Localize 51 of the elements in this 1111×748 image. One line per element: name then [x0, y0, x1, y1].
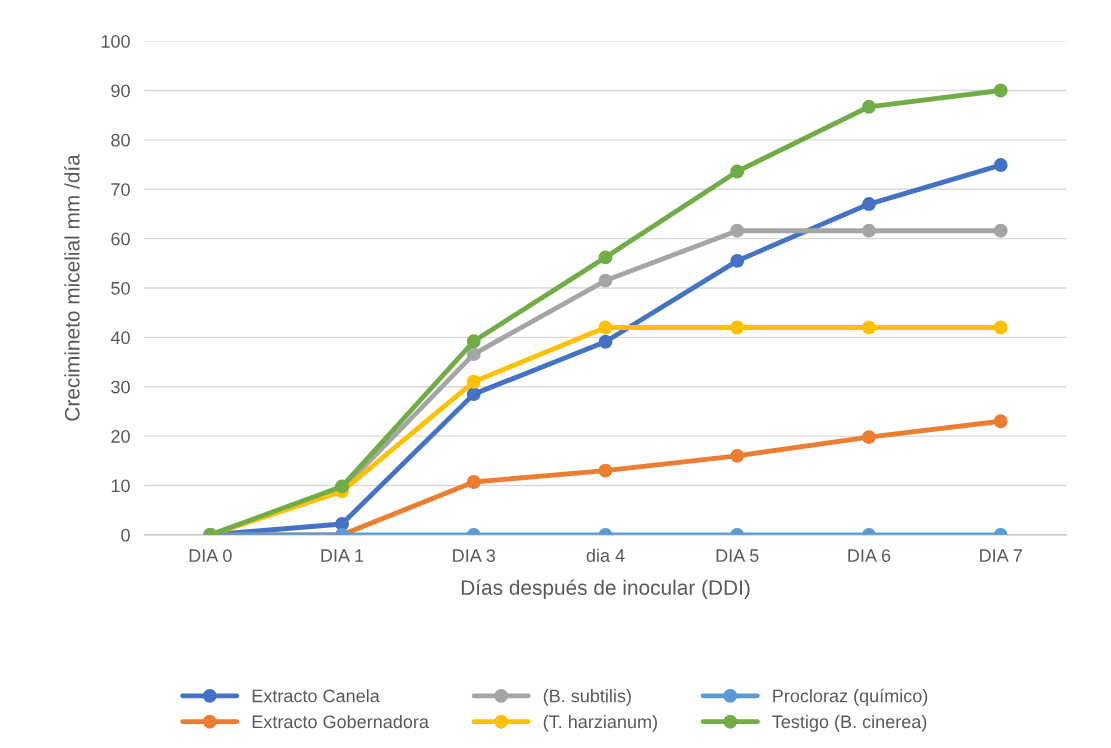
point: [598, 334, 613, 349]
point: [993, 83, 1008, 98]
y-tick-label: 90: [111, 84, 130, 98]
legend-label: Extracto Canela: [252, 689, 380, 703]
point: [466, 374, 481, 389]
point: [466, 334, 481, 349]
legend-label: (T. harzianum): [543, 714, 657, 732]
y-tick-label: 20: [111, 430, 130, 443]
legend-label: Extracto Gobernadora: [252, 714, 429, 729]
point: [598, 250, 613, 265]
y-tick-label: 40: [110, 331, 130, 345]
x-tick-label: DIA 5: [716, 549, 759, 562]
point: [730, 223, 745, 238]
point: [730, 320, 745, 335]
y-axis-title: Crecimineto micelial mm /día: [64, 154, 80, 421]
point: [598, 273, 613, 288]
point: [466, 387, 481, 402]
point: [598, 320, 613, 335]
x-tick-label: DIA 3: [453, 549, 496, 562]
y-tick-label: 60: [111, 232, 130, 246]
y-tick-label: 0: [121, 528, 130, 542]
point: [466, 475, 481, 489]
x-tick-label: dia 4: [586, 548, 625, 562]
point: [730, 448, 745, 463]
point: [862, 197, 876, 211]
x-tick-label: DIA 1: [321, 549, 364, 562]
point: [862, 99, 876, 114]
point: [862, 223, 876, 238]
x-tick-label: DIA 7: [980, 549, 1022, 562]
legend-label: Testigo (B. cinerea): [772, 714, 927, 732]
y-tick-label: 80: [111, 133, 130, 147]
y-tick-label: 30: [111, 380, 130, 394]
point: [466, 347, 481, 362]
point: [862, 320, 876, 335]
point: [993, 223, 1008, 238]
point: [730, 164, 745, 179]
legend-label: (B. subtilis): [543, 689, 631, 706]
point: [598, 463, 613, 478]
point: [862, 430, 876, 445]
x-axis-title: Días después de inocular (DDI): [461, 579, 750, 600]
y-tick-label: 100: [101, 35, 130, 48]
point: [993, 158, 1008, 172]
x-tick-label: DIA 6: [848, 549, 891, 562]
x-tick-label: DIA 0: [189, 549, 232, 562]
legend-label: Procloraz (químico): [773, 688, 928, 706]
point: [993, 320, 1008, 335]
y-tick-label: 10: [111, 479, 130, 493]
y-tick-label: 50: [111, 281, 130, 295]
point: [730, 253, 745, 268]
y-tick-label: 70: [111, 183, 130, 196]
point: [993, 414, 1008, 429]
